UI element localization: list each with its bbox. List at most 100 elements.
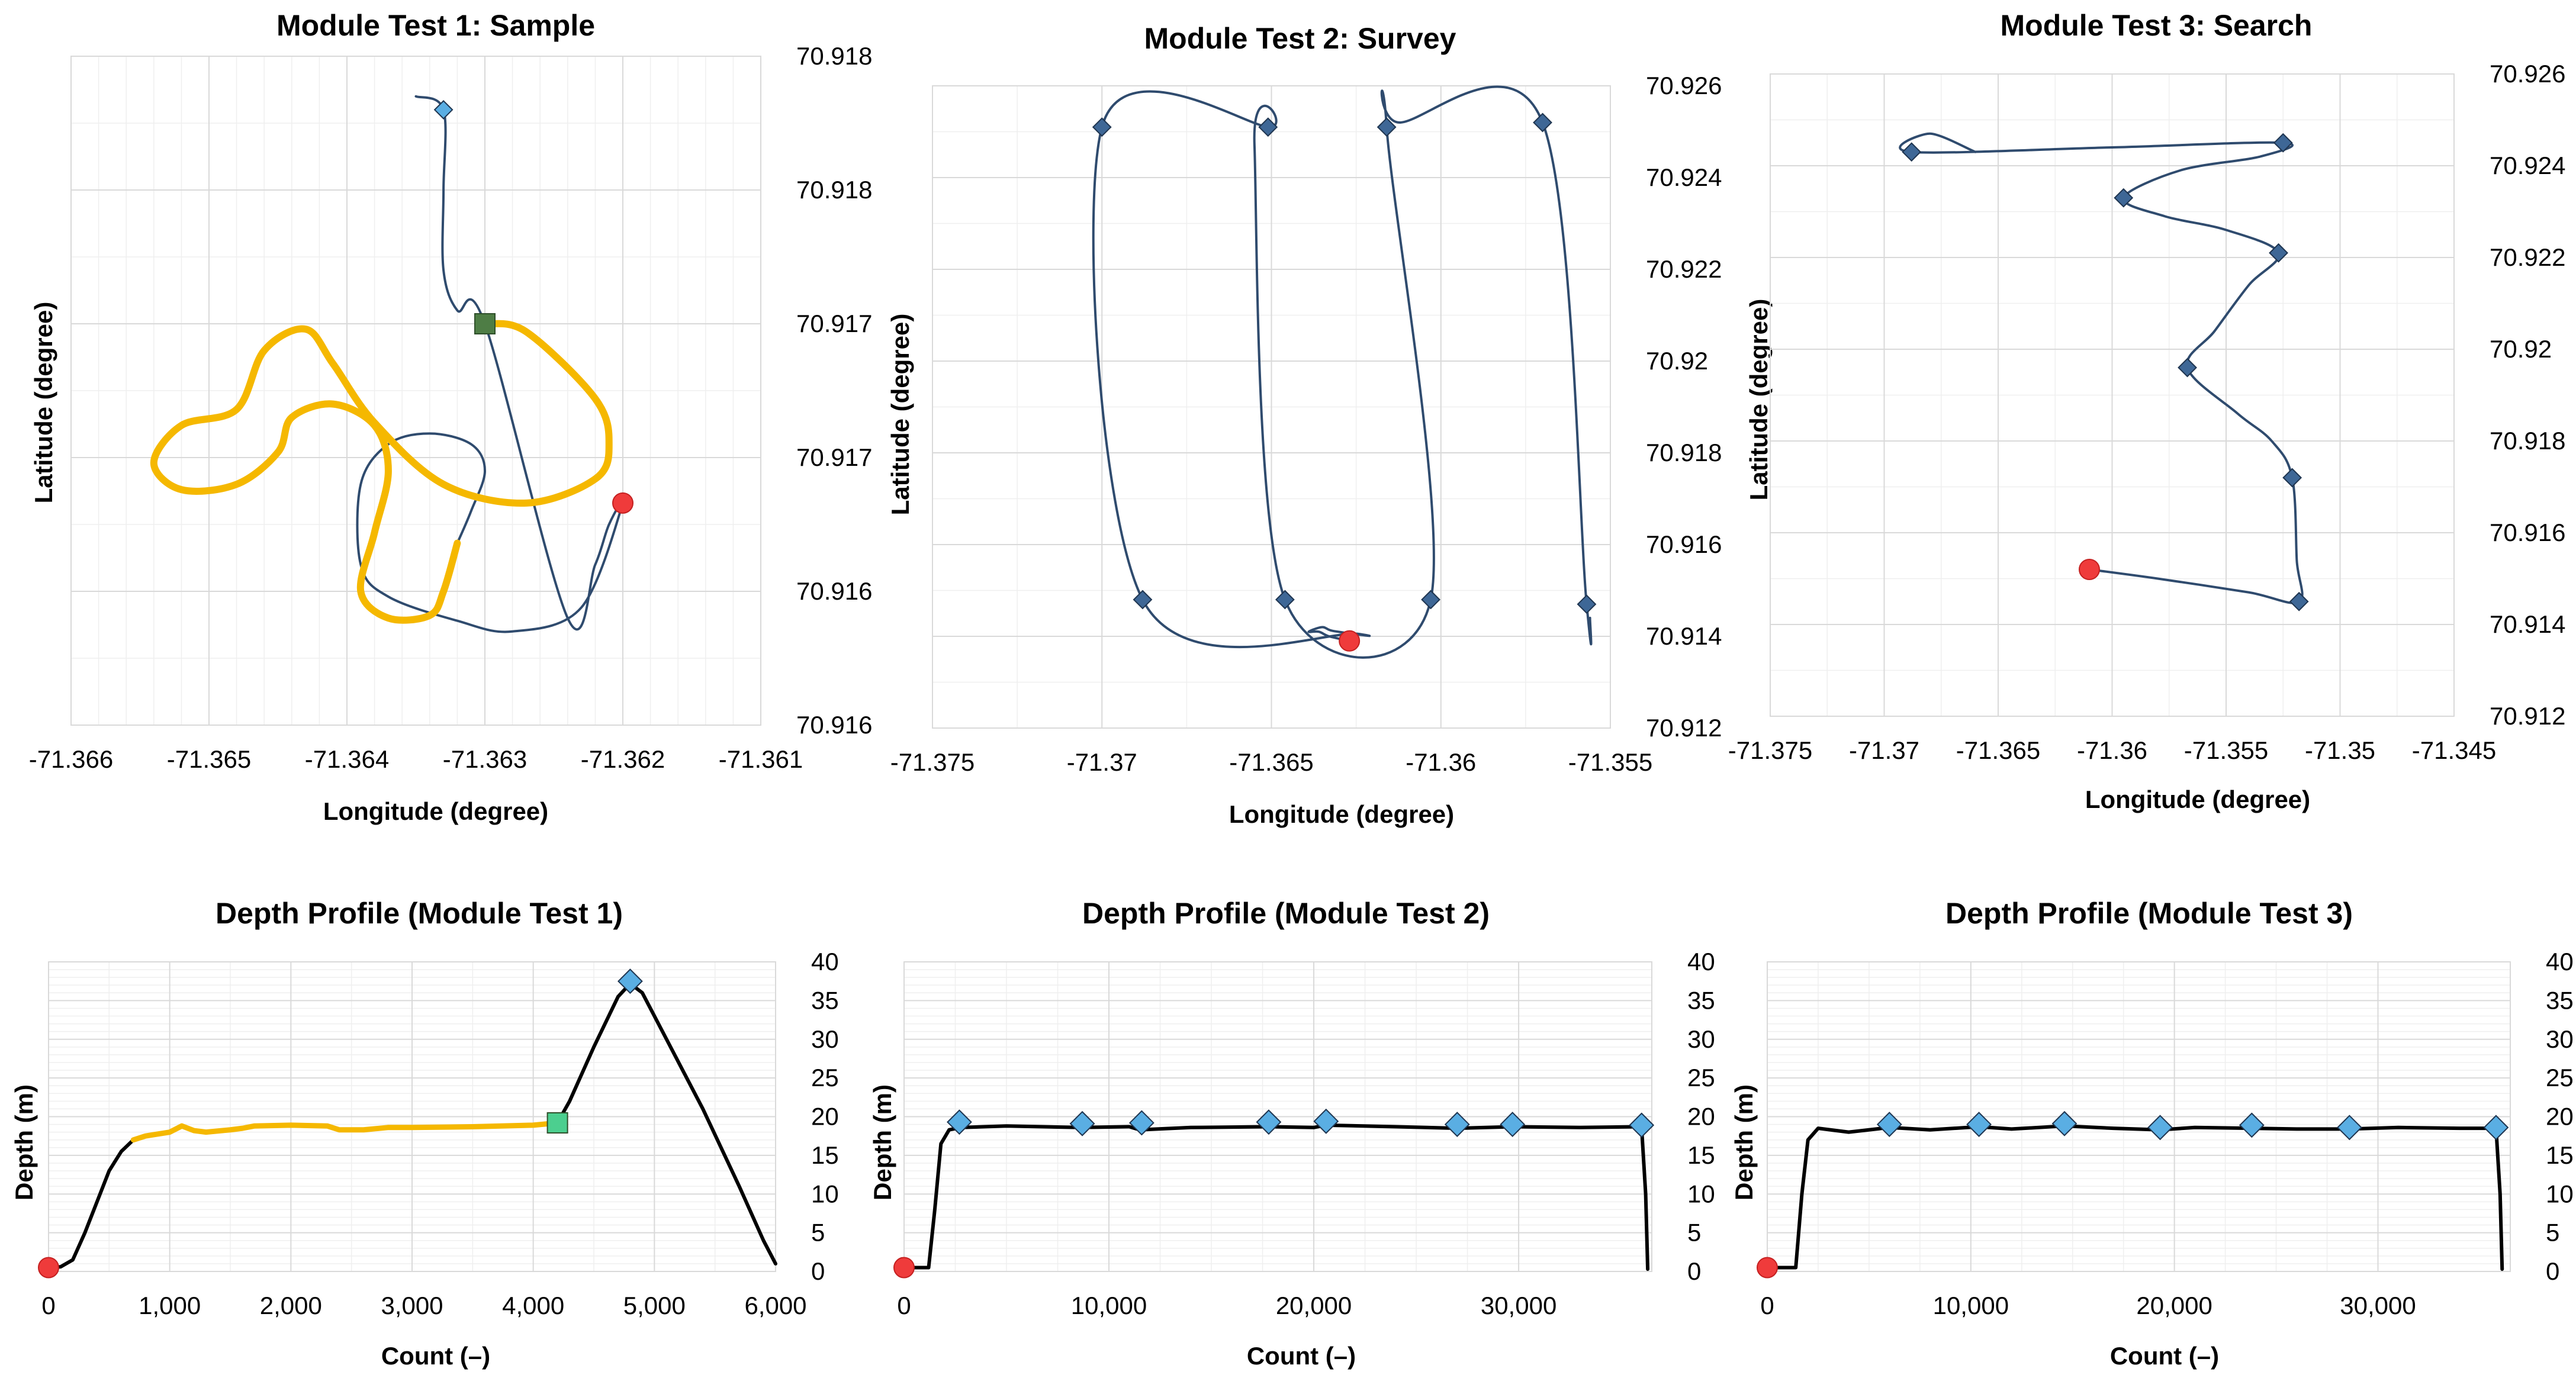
waypoint-marker xyxy=(1377,117,1397,137)
x-tick-label: -71.361 xyxy=(719,745,803,773)
x-tick-label: 0 xyxy=(1760,1292,1774,1319)
sample-series-line xyxy=(150,320,613,624)
y-tick-label: 70.924 xyxy=(1646,163,1722,191)
x-tick-label: -71.375 xyxy=(890,748,975,776)
x-tick-label: -71.375 xyxy=(1728,736,1812,764)
y-tick-label: 70.916 xyxy=(1646,530,1722,558)
y-tick-label: 20 xyxy=(2546,1103,2574,1131)
y-tick-label: 35 xyxy=(1687,986,1715,1014)
x-tick-label: -71.366 xyxy=(29,745,113,773)
waypoint-marker xyxy=(1313,1108,1339,1134)
x-tick-label: -71.355 xyxy=(1568,748,1652,776)
x-tick-label: 0 xyxy=(897,1292,911,1319)
plot-area xyxy=(70,56,761,726)
x-axis-label: Count (–) xyxy=(381,1342,490,1370)
x-tick-label: 3,000 xyxy=(381,1292,443,1319)
y-tick-label: 70.92 xyxy=(1646,347,1708,375)
start-marker xyxy=(612,492,633,514)
y-tick-label: 70.92 xyxy=(2490,335,2552,363)
chart-title: Module Test 1: Sample xyxy=(276,9,595,42)
chart-title: Depth Profile (Module Test 3) xyxy=(1945,897,2353,930)
y-tick-label: 70.912 xyxy=(1646,714,1722,742)
x-tick-label: -71.37 xyxy=(1067,748,1137,776)
y-tick-label: 70.926 xyxy=(2490,60,2565,88)
x-tick-label: -71.365 xyxy=(167,745,251,773)
x-axis-label: Count (–) xyxy=(1247,1342,1356,1370)
y-tick-label: 15 xyxy=(2546,1141,2574,1169)
waypoint-marker xyxy=(1256,1109,1282,1135)
y-tick-label: 70.922 xyxy=(2490,243,2565,271)
waypoint-marker xyxy=(617,968,643,994)
y-axis-label: Depth (m) xyxy=(10,1084,38,1200)
waypoint-marker xyxy=(1902,142,1922,162)
waypoint-marker xyxy=(2273,133,2293,153)
x-tick-label: 1,000 xyxy=(139,1292,201,1319)
y-tick-label: 5 xyxy=(2546,1219,2559,1247)
x-tick-label: -71.36 xyxy=(2077,736,2147,764)
x-tick-label: 20,000 xyxy=(1276,1292,1352,1319)
x-tick-label: 30,000 xyxy=(2340,1292,2416,1319)
y-tick-label: 20 xyxy=(1687,1103,1715,1131)
start-marker xyxy=(2079,559,2100,580)
sample-start-marker xyxy=(546,1112,568,1134)
y-axis-label: Depth (m) xyxy=(869,1084,896,1200)
x-tick-label: 2,000 xyxy=(260,1292,322,1319)
x-tick-label: -71.35 xyxy=(2305,736,2375,764)
x-tick-label: -71.36 xyxy=(1406,748,1476,776)
x-tick-label: 4,000 xyxy=(502,1292,564,1319)
waypoint-marker xyxy=(1258,117,1278,137)
x-tick-label: -71.355 xyxy=(2184,736,2268,764)
start-marker xyxy=(38,1257,59,1279)
y-tick-label: 70.924 xyxy=(2490,152,2565,179)
waypoint-marker xyxy=(2051,1110,2077,1136)
y-tick-label: 0 xyxy=(1687,1257,1701,1285)
y-tick-label: 70.922 xyxy=(1646,255,1722,283)
y-tick-label: 40 xyxy=(1687,948,1715,975)
waypoint-marker xyxy=(1133,590,1153,610)
plot-area xyxy=(903,961,1652,1272)
y-tick-label: 25 xyxy=(1687,1064,1715,1092)
plot-area xyxy=(48,961,776,1272)
y-tick-label: 10 xyxy=(811,1180,839,1208)
x-tick-label: 0 xyxy=(41,1292,55,1319)
series-line xyxy=(902,1123,1650,1271)
y-tick-label: 70.926 xyxy=(1646,72,1722,99)
plot-area xyxy=(1770,73,2455,717)
x-tick-label: 10,000 xyxy=(1071,1292,1147,1319)
waypoint-marker xyxy=(1092,117,1112,137)
chart-title: Module Test 2: Survey xyxy=(1144,22,1456,55)
series-line xyxy=(356,95,625,633)
x-tick-label: -71.363 xyxy=(443,745,527,773)
x-tick-label: -71.37 xyxy=(1849,736,1919,764)
y-tick-label: 70.918 xyxy=(1646,439,1722,466)
x-axis-label: Count (–) xyxy=(2110,1342,2219,1370)
y-tick-label: 70.916 xyxy=(796,711,872,739)
waypoint-marker xyxy=(433,99,454,120)
panel-depth-profile-1: Depth Profile (Module Test 1) Count (–) … xyxy=(10,897,839,1370)
chart-title: Depth Profile (Module Test 1) xyxy=(216,897,623,930)
y-tick-label: 70.916 xyxy=(2490,519,2565,546)
x-axis-label: Longitude (degree) xyxy=(323,797,548,825)
y-tick-label: 70.917 xyxy=(796,443,872,471)
start-marker xyxy=(1757,1257,1778,1279)
x-tick-label: -71.365 xyxy=(1956,736,2040,764)
waypoint-marker xyxy=(1500,1112,1526,1137)
waypoint-marker xyxy=(2239,1112,2265,1138)
panel-depth-profile-2: Depth Profile (Module Test 2) Count (–) … xyxy=(869,897,1715,1370)
x-tick-label: -71.345 xyxy=(2412,736,2496,764)
y-tick-label: 40 xyxy=(811,948,839,975)
y-tick-label: 5 xyxy=(1687,1219,1701,1247)
y-tick-label: 10 xyxy=(2546,1180,2574,1208)
y-tick-label: 5 xyxy=(811,1219,825,1247)
y-axis-label: Latitude (degree) xyxy=(30,302,57,504)
y-tick-label: 30 xyxy=(2546,1025,2574,1053)
sample-start-marker xyxy=(474,313,496,334)
waypoint-marker xyxy=(1069,1110,1095,1136)
y-tick-label: 70.912 xyxy=(2490,702,2565,730)
y-tick-label: 70.918 xyxy=(796,176,872,204)
x-axis-label: Longitude (degree) xyxy=(1229,800,1454,828)
x-axis-label: Longitude (degree) xyxy=(2085,785,2310,813)
x-tick-label: 5,000 xyxy=(623,1292,686,1319)
panel-module-test-1: Module Test 1: Sample Longitude (degree)… xyxy=(29,9,873,825)
